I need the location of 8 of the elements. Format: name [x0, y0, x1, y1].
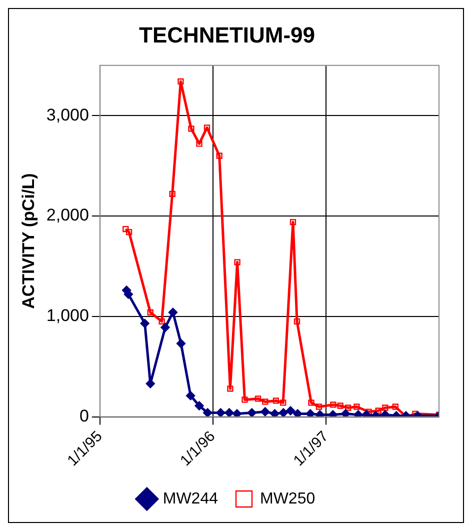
y-axis-title: ACTIVITY (pCi/L) [18, 173, 38, 309]
y-tick-label: 1,000 [46, 306, 89, 326]
legend-label: MW244 [162, 490, 218, 508]
y-tick-label: 3,000 [46, 105, 89, 124]
chart-title: TECHNETIUM-99 [138, 22, 316, 48]
legend-label: MW250 [260, 490, 316, 508]
y-tick-label: 0 [79, 406, 89, 426]
y-tick-label: 2,000 [46, 206, 89, 225]
